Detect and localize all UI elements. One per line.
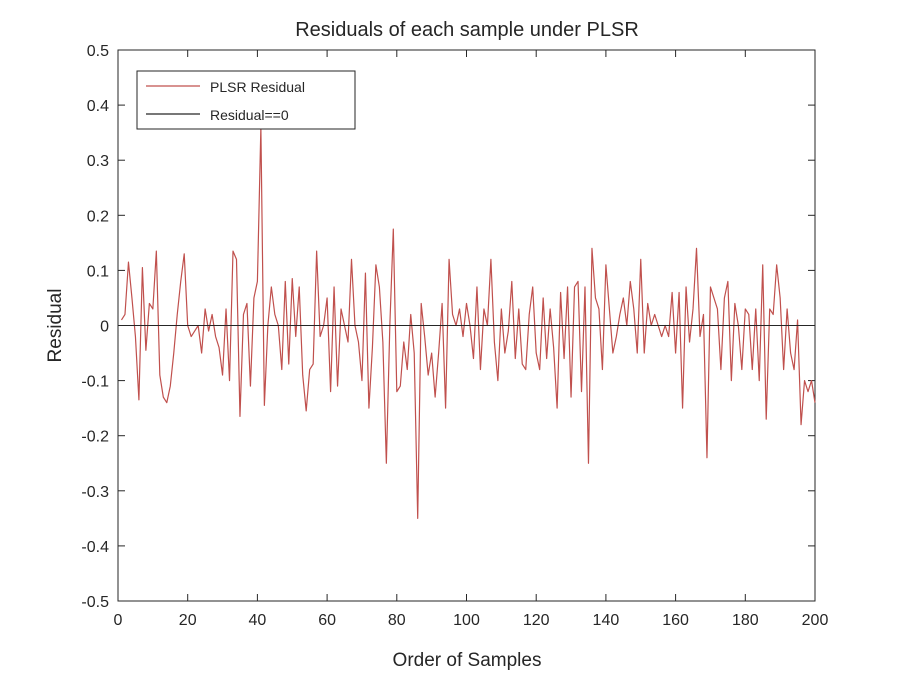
x-tick-label: 200 <box>802 612 829 629</box>
x-tick-label: 120 <box>523 612 550 629</box>
plot-area: 0 20 40 60 80 100 120 140 160 180 200 -0.5 -0.4 -0.3… <box>81 43 828 629</box>
x-tick-label: 0 <box>114 612 123 629</box>
legend-box <box>136 70 356 130</box>
x-axis-label: Order of Samples <box>393 650 542 671</box>
y-tick-label: -0.4 <box>81 539 109 556</box>
x-tick-label: 40 <box>249 612 267 629</box>
x-tick-label: 20 <box>179 612 197 629</box>
x-tick-label: 160 <box>662 612 689 629</box>
y-tick-label: 0.2 <box>87 208 109 225</box>
x-tick-label: 80 <box>388 612 406 629</box>
x-tick-label: 100 <box>453 612 480 629</box>
x-axis-ticks: 0 20 40 60 80 100 120 140 160 180 200 <box>114 50 829 629</box>
y-tick-label: 0.1 <box>87 263 109 280</box>
legend: PLSR Residual Residual==0 <box>136 70 356 130</box>
y-tick-label: -0.3 <box>81 484 109 501</box>
chart-title: Residuals of each sample under PLSR <box>295 19 639 41</box>
y-tick-label: 0 <box>100 319 109 336</box>
y-axis-label: Residual <box>45 289 66 363</box>
y-tick-label: 0.5 <box>87 43 109 60</box>
y-tick-label: 0.4 <box>87 98 109 115</box>
y-tick-label: 0.3 <box>87 153 109 170</box>
y-tick-label: -0.5 <box>81 594 109 611</box>
x-tick-label: 180 <box>732 612 759 629</box>
x-tick-label: 140 <box>593 612 620 629</box>
legend-label-plsr-residual: PLSR Residual <box>210 79 305 95</box>
y-tick-label: -0.2 <box>81 429 109 446</box>
y-tick-label: -0.1 <box>81 374 109 391</box>
x-tick-label: 60 <box>318 612 336 629</box>
plsr-residual-line <box>120 126 816 519</box>
series-lines <box>118 126 816 519</box>
y-axis-ticks: -0.5 -0.4 -0.3 -0.2 -0.1 0 0.1 0.2 0.3 0.4 0.5 <box>81 43 815 611</box>
legend-label-zero-line: Residual==0 <box>210 107 289 123</box>
